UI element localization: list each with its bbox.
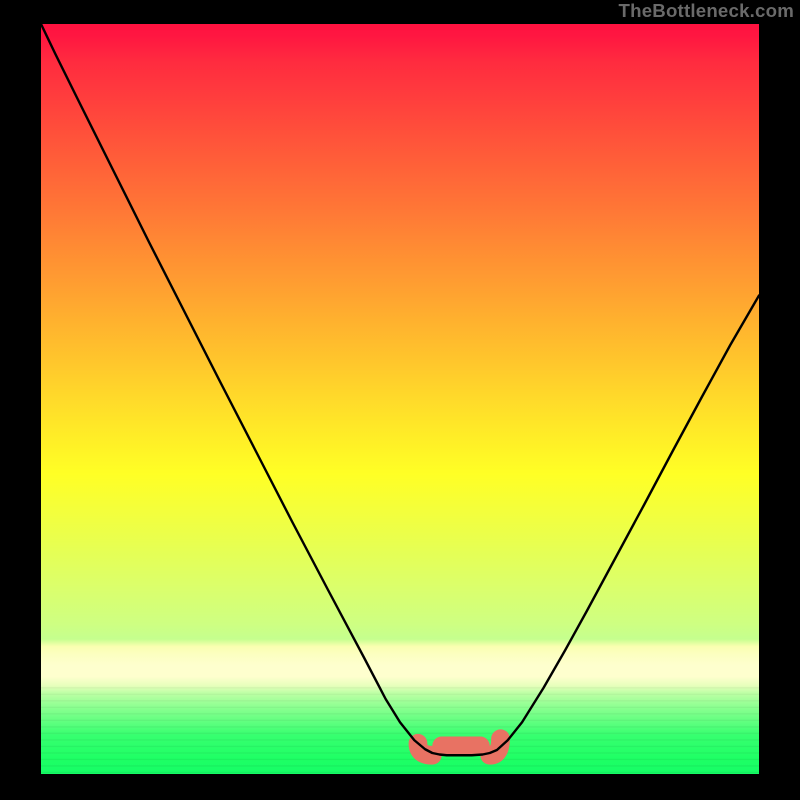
bottleneck-chart: TheBottleneck.com — [0, 0, 800, 800]
gradient-background — [41, 24, 759, 774]
chart-svg — [0, 0, 800, 800]
attribution-text: TheBottleneck.com — [619, 0, 795, 22]
